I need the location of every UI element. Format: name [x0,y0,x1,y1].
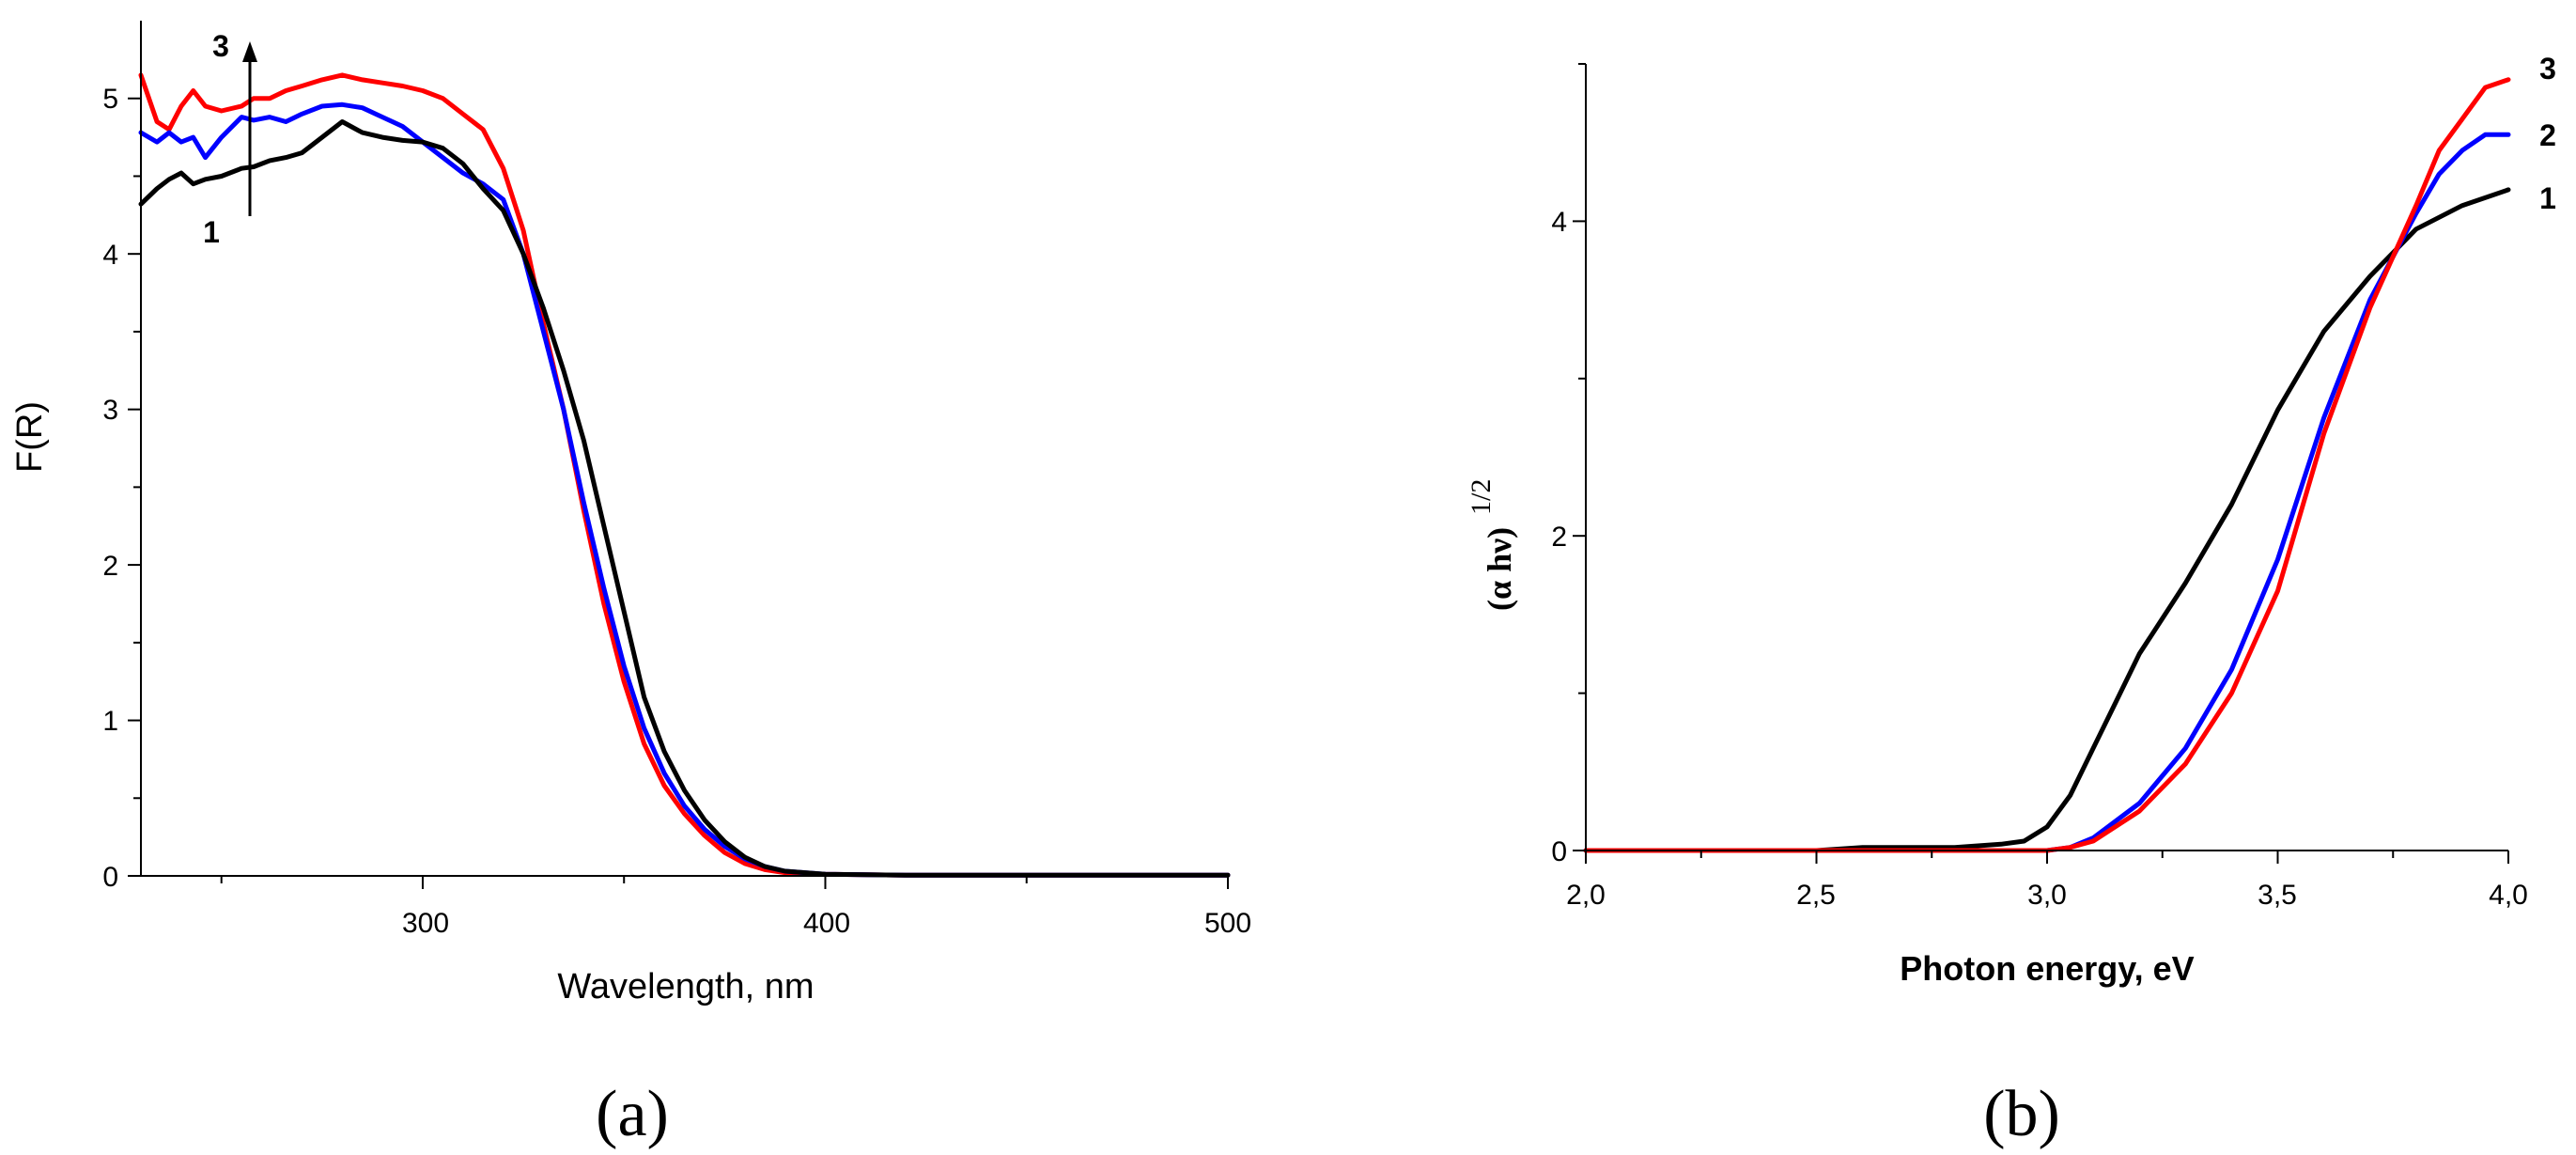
panel-a-y-tick-label: 0 [102,862,118,893]
panel-b-x-tick-label: 2,0 [1566,880,1606,911]
panel-b-x-tick-label: 3,0 [2027,880,2067,911]
panel-a-y-tick-label: 3 [102,395,118,426]
panel-a-ticks [128,97,1229,889]
panel-a-x-tick-label: 500 [1204,908,1251,939]
panel-a-curve-label-3: 3 [212,29,229,63]
panel-a-y-axis-title: F(R) [10,401,50,473]
panel-a-y-tick-label: 2 [102,551,118,582]
panel-a-chart: 300 400 500 0 1 2 3 4 5 Wavelength, nm F… [10,21,1251,1150]
panel-b-x-tick-label: 4,0 [2489,880,2528,911]
panel-b-x-tick-label: 2,5 [1796,880,1836,911]
panel-a-y-tick-label: 4 [102,240,118,271]
panel-a-y-tick-label: 1 [102,706,118,737]
panel-b-y-tick-label: 0 [1551,836,1567,867]
arrow-up-icon [242,41,257,62]
panel-b-ticks [1573,63,2509,864]
panel-b-y-axis-title: (α hν) 1/2 [1466,479,1518,611]
panel-b-series-line-3 [1583,77,2511,853]
panel-a-x-tick-label: 300 [402,908,449,939]
panel-a-series-line-2 [138,101,1231,878]
panel-b-chart: 2,0 2,5 3,0 3,5 4,0 0 2 4 Photon energy,… [1466,52,2556,1150]
panel-b-x-tick-label: 3,5 [2258,880,2297,911]
panel-b-curve-label-2: 2 [2539,118,2556,152]
panel-b-series-line-1 [1583,187,2511,853]
panel-a-y-tick-label: 5 [102,84,118,115]
panel-a-label: (a) [596,1078,669,1150]
panel-a-series-line-3 [138,119,1231,878]
panel-b-y-tick-label: 2 [1551,522,1567,553]
panel-b-y-axis-title-exponent: 1/2 [1466,479,1497,515]
panel-a-series-group [138,72,1231,878]
panel-b-x-axis-title: Photon energy, eV [1900,949,2194,988]
panel-b-y-axis-title-main: (α hν) [1481,527,1518,611]
panel-b-y-tick-label: 4 [1551,207,1567,238]
panel-a-x-tick-label: 400 [803,908,850,939]
panel-a-x-axis-title: Wavelength, nm [557,967,814,1007]
panel-b-series-line-2 [1583,132,2511,853]
panel-b-curve-label-3: 3 [2539,52,2556,86]
panel-a-series-line-1 [138,72,1231,878]
panel-b-curve-label-1: 1 [2539,181,2556,215]
panel-b-label: (b) [1983,1078,2060,1150]
panel-b-series-group [1583,77,2511,853]
panel-a-curve-label-1: 1 [203,215,220,249]
